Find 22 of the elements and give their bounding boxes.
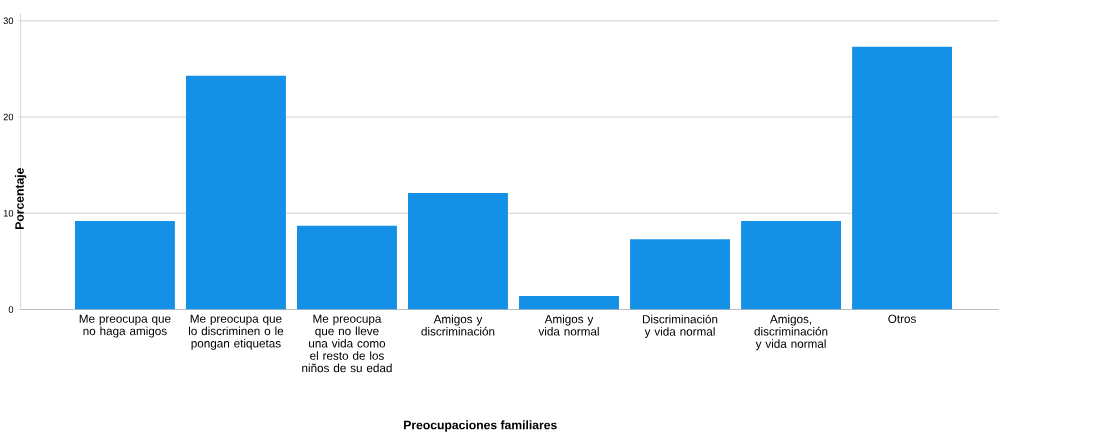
x-axis-title: Preocupaciones familiares [404,420,557,432]
x-tick-label: Amigos, discriminación y vida normal [754,314,828,351]
x-tick-label: Me preocupa que no lleve una vida como el resto de los niños de su edad [302,314,392,373]
bar [297,225,397,310]
bar [741,221,841,310]
x-tick-label: Otros [888,314,916,324]
y-axis-title: Porcentaje [14,168,27,230]
x-tick-label: Me preocupa que no haga amigos [79,314,171,338]
bar [185,75,286,310]
y-tick-label: 20 [3,113,14,121]
bar [519,296,619,310]
bar [74,221,175,310]
bar [408,193,508,310]
bar [630,239,730,310]
x-tick-label: Discriminación y vida normal [642,314,718,339]
y-tick-label: 10 [3,210,14,217]
y-tick-label: 30 [3,17,14,25]
x-tick-label: Amigos y discriminación [421,314,495,336]
x-tick-label: Me preocupa que lo discriminen o le pongan etiquetas [189,314,284,351]
x-tick-label: Amigos y vida normal [538,314,599,336]
y-tick-label: 0 [8,306,14,313]
bar [852,46,953,310]
